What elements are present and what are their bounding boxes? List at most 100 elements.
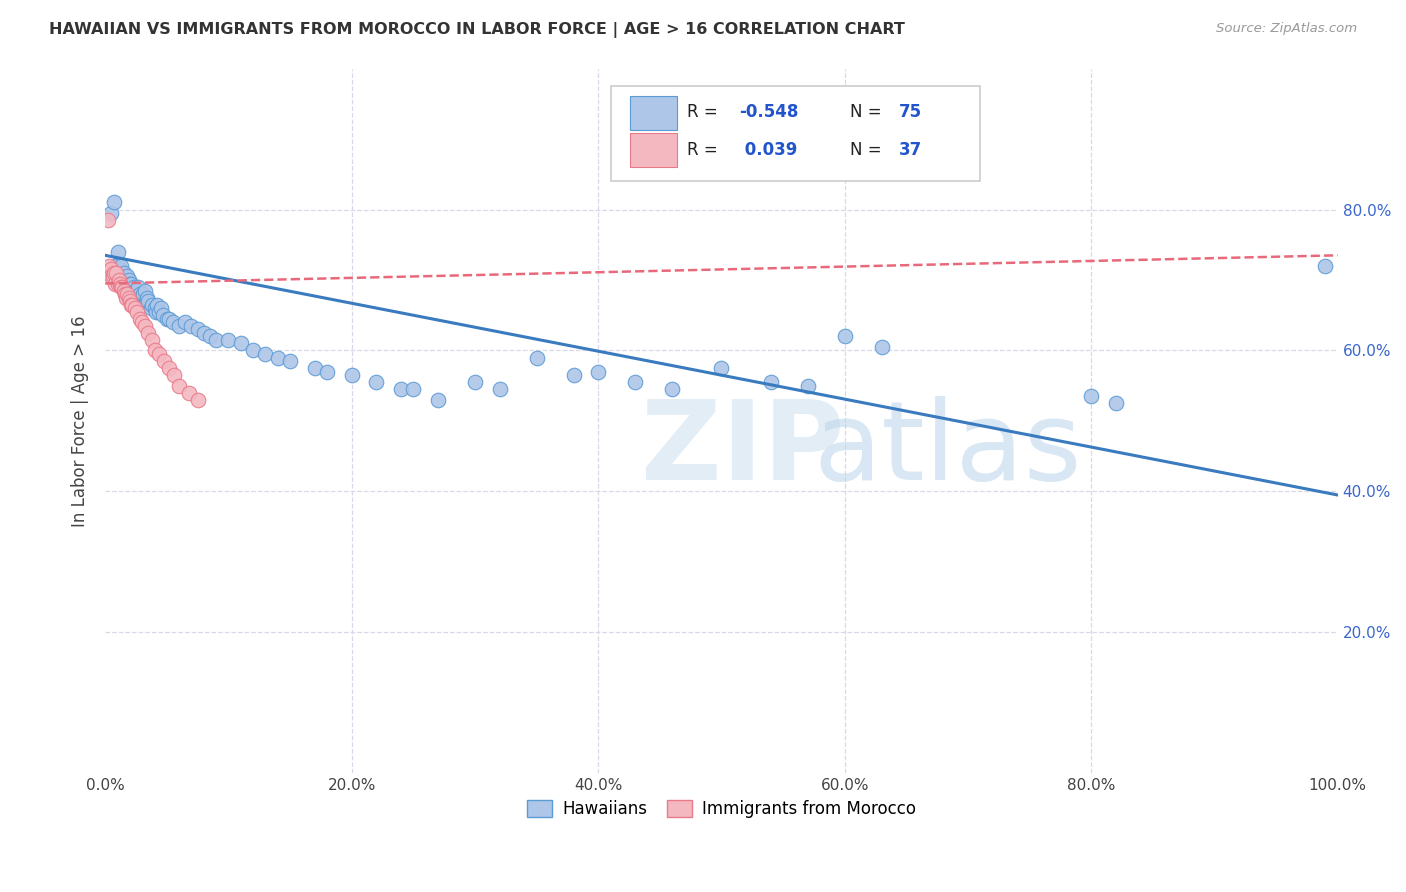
Point	[117, 273, 139, 287]
Text: N =: N =	[849, 103, 886, 120]
Point	[526, 351, 548, 365]
Point	[870, 340, 893, 354]
Point	[112, 277, 135, 291]
Point	[153, 354, 176, 368]
Point	[125, 284, 148, 298]
Point	[97, 259, 120, 273]
Point	[112, 266, 135, 280]
Point	[107, 277, 129, 291]
Point	[141, 333, 163, 347]
Point	[139, 301, 162, 316]
Point	[117, 287, 139, 301]
Point	[134, 284, 156, 298]
Text: atlas: atlas	[814, 396, 1083, 503]
Point	[114, 273, 136, 287]
Point	[103, 195, 125, 210]
Point	[177, 385, 200, 400]
Text: N =: N =	[849, 141, 886, 159]
FancyBboxPatch shape	[610, 87, 980, 181]
Point	[759, 375, 782, 389]
Point	[127, 304, 149, 318]
Point	[110, 280, 132, 294]
Point	[254, 347, 277, 361]
Legend: Hawaiians, Immigrants from Morocco: Hawaiians, Immigrants from Morocco	[520, 794, 922, 825]
Point	[157, 311, 180, 326]
Text: 0.039: 0.039	[738, 141, 797, 159]
Point	[187, 392, 209, 407]
Point	[402, 382, 425, 396]
Point	[152, 308, 174, 322]
Point	[143, 343, 166, 358]
Point	[148, 347, 170, 361]
Point	[193, 326, 215, 340]
Point	[180, 318, 202, 333]
Point	[242, 343, 264, 358]
Text: ZIP: ZIP	[641, 396, 845, 503]
Point	[278, 354, 301, 368]
Text: HAWAIIAN VS IMMIGRANTS FROM MOROCCO IN LABOR FORCE | AGE > 16 CORRELATION CHART: HAWAIIAN VS IMMIGRANTS FROM MOROCCO IN L…	[49, 22, 905, 38]
Point	[110, 269, 132, 284]
Point	[316, 365, 339, 379]
Point	[340, 368, 363, 383]
Bar	[630, 96, 678, 130]
Point	[661, 382, 683, 396]
Point	[111, 280, 134, 294]
Point	[586, 365, 609, 379]
Point	[205, 333, 228, 347]
Point	[132, 287, 155, 301]
Point	[146, 298, 169, 312]
Point	[98, 266, 121, 280]
Point	[107, 244, 129, 259]
Point	[135, 294, 157, 309]
Point	[100, 269, 122, 284]
Point	[167, 318, 190, 333]
Point	[115, 291, 138, 305]
Point	[104, 277, 127, 291]
Point	[229, 336, 252, 351]
Point	[107, 266, 129, 280]
Point	[426, 392, 449, 407]
Point	[267, 351, 290, 365]
Point	[100, 262, 122, 277]
Point	[1080, 389, 1102, 403]
Point	[136, 291, 159, 305]
Point	[128, 287, 150, 301]
Point	[114, 287, 136, 301]
Point	[127, 284, 149, 298]
Text: 75: 75	[898, 103, 922, 120]
Point	[1105, 396, 1128, 410]
Point	[138, 326, 160, 340]
Point	[624, 375, 647, 389]
Point	[118, 294, 141, 309]
Point	[110, 259, 132, 273]
Point	[304, 361, 326, 376]
Point	[122, 280, 145, 294]
Point	[115, 277, 138, 291]
Point	[174, 315, 197, 329]
Point	[121, 298, 143, 312]
Point	[118, 277, 141, 291]
Point	[157, 361, 180, 376]
Point	[124, 301, 146, 316]
Point	[108, 262, 131, 277]
Point	[167, 378, 190, 392]
Point	[143, 301, 166, 316]
Point	[124, 284, 146, 298]
Point	[131, 291, 153, 305]
Point	[796, 378, 818, 392]
Point	[562, 368, 585, 383]
Text: 37: 37	[898, 141, 922, 159]
Point	[145, 304, 167, 318]
Point	[148, 304, 170, 318]
Point	[366, 375, 388, 389]
Point	[134, 318, 156, 333]
Text: -0.548: -0.548	[738, 103, 799, 120]
Point	[834, 329, 856, 343]
Text: R =: R =	[688, 141, 723, 159]
Point	[104, 259, 127, 273]
Point	[1315, 259, 1337, 273]
Point	[187, 322, 209, 336]
Point	[128, 311, 150, 326]
Point	[138, 294, 160, 309]
Point	[112, 284, 135, 298]
